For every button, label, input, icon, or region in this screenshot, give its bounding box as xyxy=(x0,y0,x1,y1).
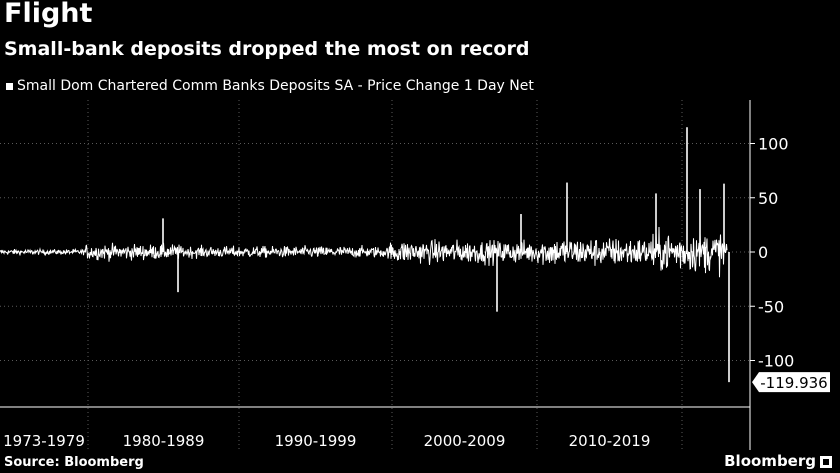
y-tick-label: 100 xyxy=(758,135,789,154)
chart-subtitle: Small-bank deposits dropped the most on … xyxy=(4,38,530,60)
x-tick-label: 1990-1999 xyxy=(275,432,357,450)
brand-mark-icon xyxy=(820,456,832,468)
source-note: Source: Bloomberg xyxy=(4,455,144,470)
x-tick-label: 2010-2019 xyxy=(569,432,651,450)
x-tick-label: 1980-1989 xyxy=(123,432,205,450)
legend-label: Small Dom Chartered Comm Banks Deposits … xyxy=(17,78,534,94)
chart-legend: Small Dom Chartered Comm Banks Deposits … xyxy=(6,78,534,94)
last-value-label: -119.936 xyxy=(760,374,827,392)
y-tick-label: 50 xyxy=(758,189,778,208)
legend-swatch xyxy=(6,82,13,90)
x-tick-label: 2000-2009 xyxy=(424,432,506,450)
brand-logo: Bloomberg xyxy=(724,452,816,470)
series-line xyxy=(0,226,728,278)
y-tick-label: 0 xyxy=(758,243,768,262)
chart-title: Flight xyxy=(4,0,93,29)
last-value-flag xyxy=(752,372,830,393)
x-tick-label: 1973-1979 xyxy=(3,432,85,450)
y-tick-label: -100 xyxy=(758,352,794,371)
y-tick-label: -50 xyxy=(758,297,784,316)
